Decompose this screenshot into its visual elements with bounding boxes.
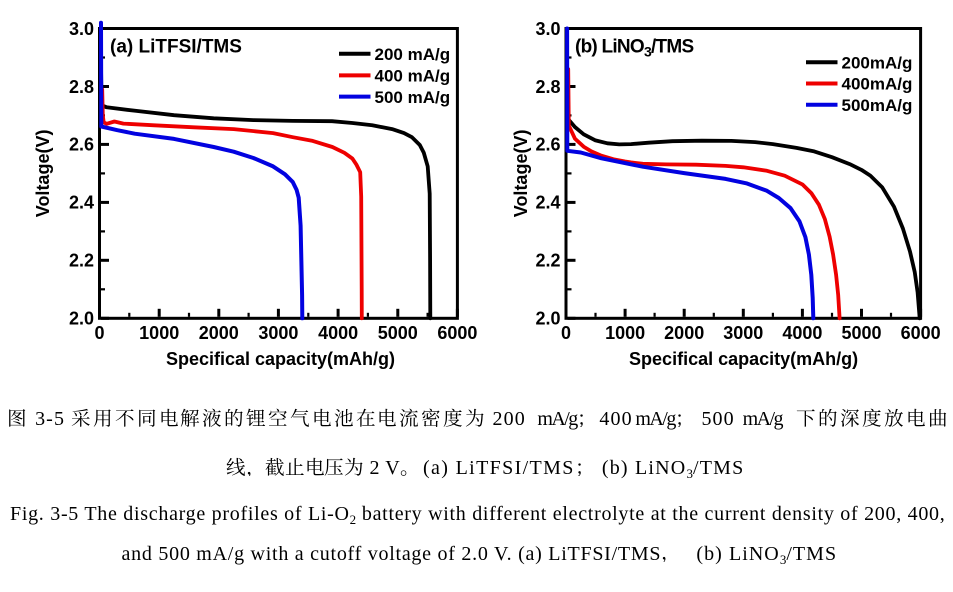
svg-text:1000: 1000 xyxy=(139,323,179,343)
svg-text:(b) LiNO3/TMS: (b) LiNO3/TMS xyxy=(575,37,693,60)
svg-text:2.2: 2.2 xyxy=(69,251,94,271)
svg-text:2.2: 2.2 xyxy=(535,251,560,271)
svg-text:Specifical capacity(mAh/g): Specifical capacity(mAh/g) xyxy=(166,349,395,369)
svg-text:500mA/g: 500mA/g xyxy=(842,96,913,115)
svg-text:200mA/g: 200mA/g xyxy=(842,54,913,73)
svg-text:2.4: 2.4 xyxy=(69,193,94,213)
svg-text:3000: 3000 xyxy=(723,323,763,343)
svg-text:2.4: 2.4 xyxy=(535,193,560,213)
svg-text:2.6: 2.6 xyxy=(535,135,560,155)
svg-text:0: 0 xyxy=(561,323,571,343)
svg-text:1000: 1000 xyxy=(605,323,645,343)
svg-text:200 mA/g: 200 mA/g xyxy=(375,45,451,64)
svg-text:2.8: 2.8 xyxy=(69,77,94,97)
svg-text:Voltage(V): Voltage(V) xyxy=(511,130,531,218)
svg-text:5000: 5000 xyxy=(378,323,418,343)
svg-text:400 mA/g: 400 mA/g xyxy=(375,67,451,86)
svg-text:6000: 6000 xyxy=(437,323,477,343)
svg-text:2000: 2000 xyxy=(664,323,704,343)
svg-text:2.0: 2.0 xyxy=(69,309,94,329)
svg-text:0: 0 xyxy=(94,323,104,343)
svg-text:3.0: 3.0 xyxy=(535,19,560,39)
svg-text:Voltage(V): Voltage(V) xyxy=(33,130,53,218)
svg-text:3.0: 3.0 xyxy=(69,19,94,39)
svg-text:6000: 6000 xyxy=(901,323,941,343)
svg-text:500 mA/g: 500 mA/g xyxy=(375,88,451,107)
svg-text:2.6: 2.6 xyxy=(69,135,94,155)
svg-text:2.8: 2.8 xyxy=(535,77,560,97)
svg-text:2.0: 2.0 xyxy=(535,309,560,329)
svg-text:Specifical capacity(mAh/g): Specifical capacity(mAh/g) xyxy=(629,349,858,369)
svg-text:2000: 2000 xyxy=(199,323,239,343)
svg-text:400mA/g: 400mA/g xyxy=(842,75,913,94)
svg-text:4000: 4000 xyxy=(318,323,358,343)
svg-text:5000: 5000 xyxy=(841,323,881,343)
svg-text:3000: 3000 xyxy=(258,323,298,343)
svg-text:(a) LiTFSI/TMS: (a) LiTFSI/TMS xyxy=(110,37,242,58)
svg-text:4000: 4000 xyxy=(782,323,822,343)
